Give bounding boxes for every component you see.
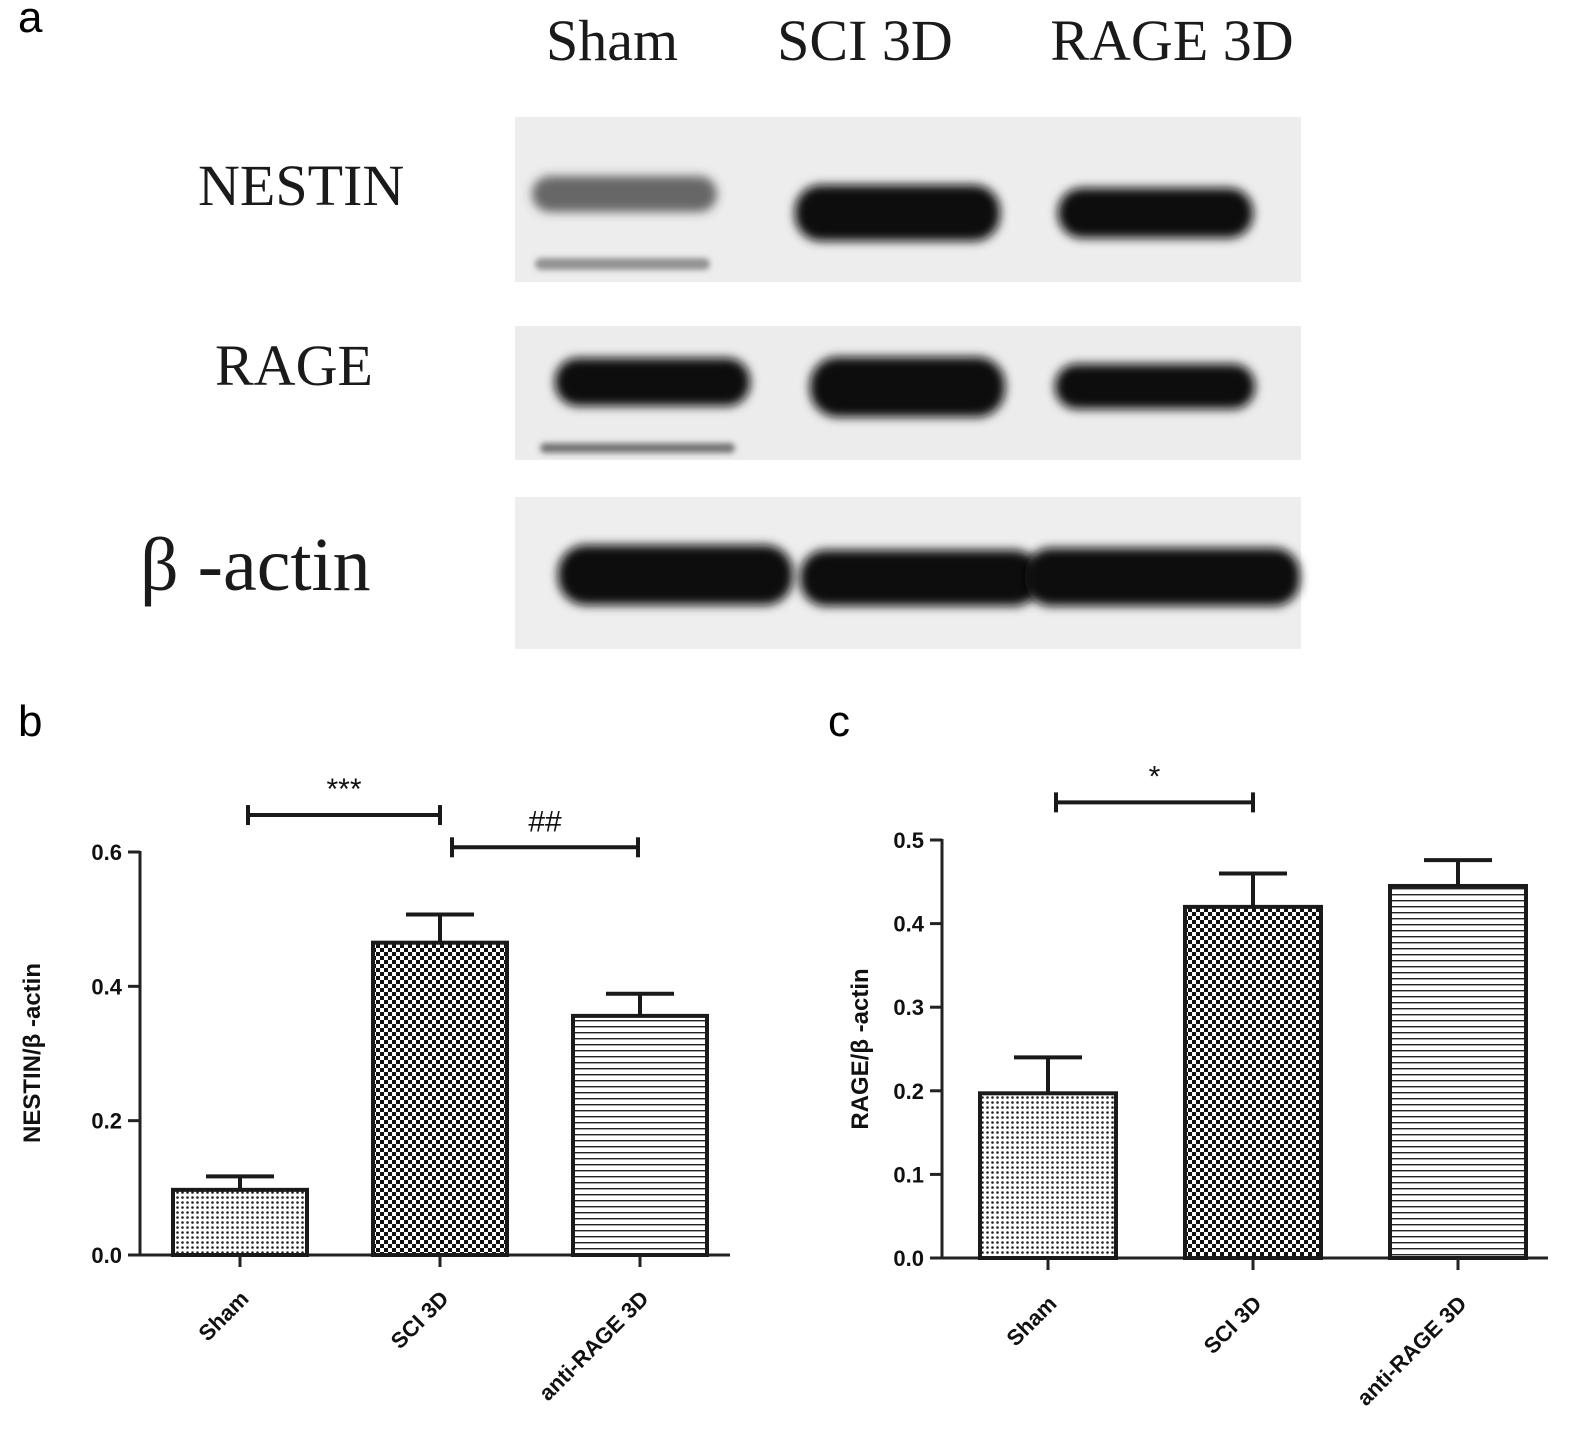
y-tick-label: 0.5 [893,828,924,853]
significance-label: *** [326,773,361,806]
significance-label: ## [528,805,562,838]
panel-letter-c: c [828,697,850,746]
bar-anti-rage-3d [571,1013,709,1257]
panel-letter-a: a [18,0,43,42]
western-blot-panel: Sham SCI 3D RAGE 3D NESTIN RAGE β -actin [140,8,1301,649]
bar-sci-3d [1183,904,1323,1260]
x-tick-label: Sham [1001,1291,1061,1351]
x-tick-label: SCI 3D [386,1286,454,1354]
blot-band-rage-rage [1055,364,1255,409]
y-tick-label: 0.4 [91,974,122,999]
y-tick-label: 0.3 [893,995,924,1020]
y-axis-label: RAGE/β -actin [847,968,874,1129]
x-tick-label: anti-RAGE 3D [534,1286,654,1406]
chart-rage: 0.0 0.1 0.2 0.3 0.4 0.5 RAGE/β -actin Sham SCI 3… [847,760,1548,1411]
bar-sham [171,1187,309,1258]
blot-band-nestin-sham [532,176,717,212]
y-tick-label: 0.2 [91,1109,122,1134]
y-tick-label: 0.2 [893,1079,924,1104]
blot-band-nestin-rage [1058,188,1253,238]
bar-anti-rage-3d [1388,883,1528,1260]
blot-lane-label-rage-3d: RAGE 3D [1050,8,1293,73]
blot-row-label-beta-actin: β -actin [140,523,371,607]
blot-band-actin-sham [558,545,793,605]
bar-sci-3d [371,940,509,1257]
blot-band-rage-sham [555,358,750,406]
blot-lane-label-sham: Sham [546,8,678,73]
y-tick-label: 0.0 [893,1246,924,1271]
blot-lane-label-sci-3d: SCI 3D [777,8,953,73]
y-tick-label: 0.0 [91,1243,122,1268]
panel-letter-b: b [18,697,42,746]
blot-band-actin-sci [800,550,1040,606]
blot-band-actin-rage [1025,548,1300,606]
y-axis-label: NESTIN/β -actin [19,963,46,1143]
significance-label: * [1149,760,1161,793]
blot-band-nestin-sci [795,185,1000,241]
x-tick-label: anti-RAGE 3D [1352,1291,1472,1411]
y-tick-label: 0.6 [91,840,122,865]
blot-band-rage-sci [810,357,1005,417]
blot-row-label-nestin: NESTIN [198,153,404,218]
y-tick-label: 0.1 [893,1162,924,1187]
x-tick-label: Sham [193,1286,253,1346]
blot-band-nestin-sham-lower [535,258,710,270]
blot-row-label-rage: RAGE [215,333,373,398]
chart-nestin: 0.0 0.2 0.4 0.6 NESTIN/β -actin Sham SCI 3D ant… [19,773,730,1406]
bar-sham [978,1091,1118,1260]
y-tick-label: 0.4 [893,912,924,937]
x-tick-label: SCI 3D [1199,1291,1267,1359]
blot-band-rage-sham-lower [540,443,735,453]
